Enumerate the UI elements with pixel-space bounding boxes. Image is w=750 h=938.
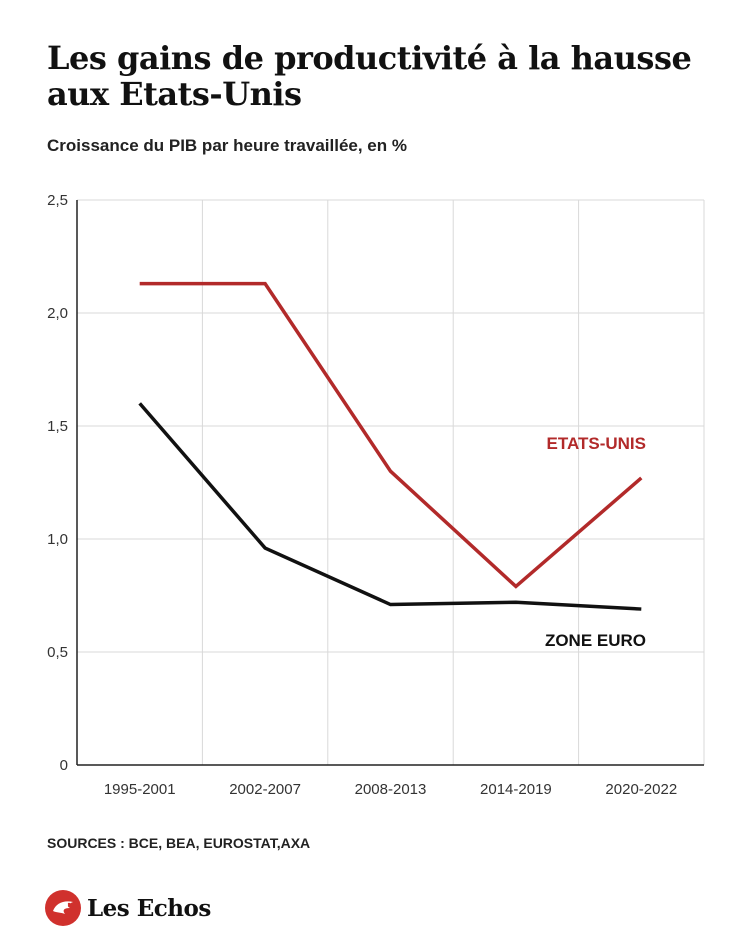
line-chart: 0 0,5 1,0 1,5 2,0 2,5 1995-2001 2002-2007 2008-… <box>47 192 705 798</box>
series-label: ZONE EURO <box>545 631 646 650</box>
series-lines <box>138 281 643 611</box>
les-echos-logo-icon <box>45 890 81 926</box>
y-tick-label: 2,0 <box>47 305 68 322</box>
x-axis-ticks: 1995-2001 2002-2007 2008-2013 2014-2019 2020… <box>104 781 677 798</box>
x-tick-label: 2002-2007 <box>229 781 301 798</box>
brand-name: Les Echos <box>87 894 211 922</box>
grid <box>76 199 705 766</box>
x-tick-label: 2020-2022 <box>605 781 677 798</box>
brand-logo: Les Echos <box>45 888 211 928</box>
series-labels: ETATS-UNIS ZONE EURO <box>545 434 646 650</box>
x-tick-label: 2008-2013 <box>355 781 427 798</box>
x-tick-label: 2014-2019 <box>480 781 552 798</box>
y-tick-label: 1,5 <box>47 418 68 435</box>
sources-note: SOURCES : BCE, BEA, EUROSTAT,AXA <box>47 835 311 851</box>
y-tick-label: 2,5 <box>47 192 68 209</box>
y-tick-label: 1,0 <box>47 531 68 548</box>
chart-subtitle: Croissance du PIB par heure travaillée, … <box>47 136 407 155</box>
y-tick-label: 0 <box>60 757 68 774</box>
y-tick-label: 0,5 <box>47 644 68 661</box>
chart-title: Les gains de productivité à la hausse au… <box>47 39 692 113</box>
series-label: ETATS-UNIS <box>547 434 646 453</box>
series-line-zone-euro <box>138 402 642 611</box>
series-line-etats-unis <box>139 281 643 589</box>
y-axis-ticks: 0 0,5 1,0 1,5 2,0 2,5 <box>47 192 68 774</box>
x-tick-label: 1995-2001 <box>104 781 176 798</box>
